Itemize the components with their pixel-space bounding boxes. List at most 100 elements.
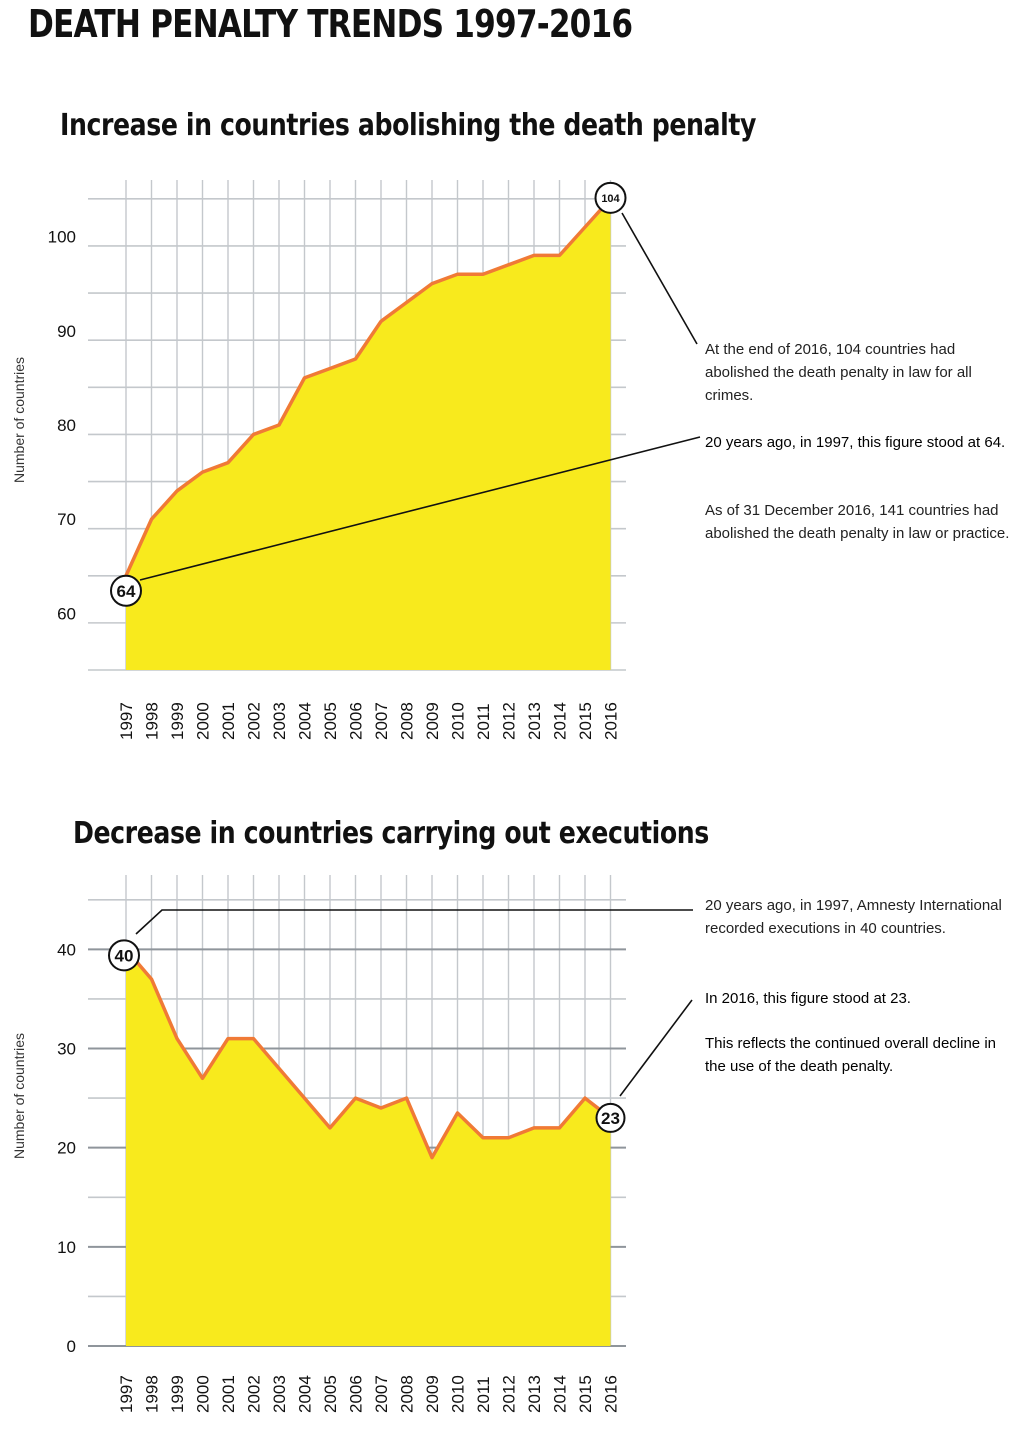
chart1-data-point (481, 272, 485, 276)
chart2-data-point (456, 1111, 460, 1115)
chart1-ytick-label: 100 (48, 228, 76, 247)
chart1-xtick-label: 2001 (219, 702, 238, 740)
chart2-data-point (328, 1126, 332, 1130)
chart2-ytick-label: 20 (57, 1139, 76, 1158)
chart2-xtick-label: 2001 (219, 1375, 238, 1413)
chart2-data-point (405, 1096, 409, 1100)
chart2-xtick-label: 2006 (347, 1375, 366, 1413)
chart1-data-point (558, 253, 562, 257)
chart1-xtick-label: 2010 (449, 702, 468, 740)
chart2-data-point (252, 1037, 256, 1041)
chart2-xtick-label: 2002 (245, 1375, 264, 1413)
chart1-leader-line-end (621, 212, 698, 345)
chart1-data-point (226, 461, 230, 465)
chart1-xtick-label: 2003 (270, 702, 289, 740)
chart1-data-point (201, 470, 205, 474)
chart2-data-point (150, 977, 154, 981)
chart2-annotation-end: In 2016, this figure stood at 23. (705, 990, 911, 1007)
chart1-start-marker (110, 574, 142, 607)
chart2-xtick-label: 2004 (296, 1375, 315, 1413)
chart1-data-point (252, 432, 256, 436)
chart2-end-marker-label: 23 (601, 1109, 620, 1128)
chart1-xtick-label: 2013 (525, 702, 544, 740)
chart2-data-point (277, 1066, 281, 1070)
chart1-xtick-label: 2016 (602, 702, 621, 740)
chart2-xtick-label: 2008 (398, 1375, 417, 1413)
chart1-data-point (379, 319, 383, 323)
chart1-annotation-practice: As of 31 December 2016, 141 countries ha… (705, 502, 1010, 542)
chart2-title: Decrease in countries carrying out execu… (73, 816, 709, 851)
chart1-start-marker-label: 64 (117, 582, 136, 601)
chart1-xtick-label: 2000 (194, 702, 213, 740)
chart2-start-marker-label: 40 (115, 946, 134, 965)
chart2-data-point (226, 1037, 230, 1041)
chart1-xtick-label: 2008 (398, 702, 417, 740)
chart2-xtick-label: 1998 (143, 1375, 162, 1413)
chart1-ytick-label: 80 (57, 416, 76, 435)
chart2-ytick-label: 0 (67, 1337, 76, 1356)
chart2-annotation-decline: This reflects the continued overall decl… (705, 1035, 996, 1075)
chart1-yaxis-title: Number of countries (11, 357, 27, 483)
chart2-xtick-label: 2013 (525, 1375, 544, 1413)
chart2-data-point (532, 1126, 536, 1130)
chart1-ytick-label: 60 (57, 604, 76, 623)
chart1-annotation-end: At the end of 2016, 104 countries had ab… (705, 341, 972, 404)
chart2-end-marker (595, 1102, 626, 1133)
chart1-xtick-label: 2005 (321, 702, 340, 740)
chart2-data-point (507, 1136, 511, 1140)
chart2-data-point (481, 1136, 485, 1140)
chart2-series-line (124, 948, 612, 1160)
chart1-data-point (532, 253, 536, 257)
chart1-end-marker (594, 181, 627, 214)
chart1-xtick-label: 2014 (551, 702, 570, 740)
chart2-data-point (175, 1037, 179, 1041)
chart2-ytick-label: 40 (57, 940, 76, 959)
chart1-ytick-label: 70 (57, 510, 76, 529)
chart2-xtick-label: 2014 (551, 1375, 570, 1413)
chart2-xtick-label: 2007 (372, 1375, 391, 1413)
chart2-xtick-label: 2000 (194, 1375, 213, 1413)
chart1-data-point (507, 263, 511, 267)
chart2-data-point (303, 1096, 307, 1100)
chart1-leader-line-start (139, 436, 701, 581)
chart1-data-point (354, 357, 358, 361)
chart1-title: Increase in countries abolishing the dea… (60, 108, 757, 143)
chart1-data-point (150, 517, 154, 521)
chart2-data-point (430, 1156, 434, 1160)
chart2-xtick-label: 2011 (474, 1376, 493, 1413)
chart2-leader-line-end (619, 999, 693, 1097)
chart2-xtick-label: 2010 (449, 1375, 468, 1413)
chart1-data-point (175, 489, 179, 493)
chart1-ytick-label: 90 (57, 322, 76, 341)
chart1-xtick-label: 2011 (474, 703, 493, 740)
chart2-xtick-label: 2015 (576, 1375, 595, 1413)
chart2-xtick-label: 2016 (602, 1375, 621, 1413)
chart2-xtick-label: 2012 (500, 1375, 519, 1413)
chart1-data-point (583, 225, 587, 229)
page-title: DEATH PENALTY TRENDS 1997-2016 (28, 2, 633, 46)
chart2-yaxis-title: Number of countries (11, 1033, 27, 1159)
chart1-data-point (303, 376, 307, 380)
chart1-data-point (328, 366, 332, 370)
chart1-xtick-label: 1997 (117, 702, 136, 740)
chart1-series-line (124, 197, 612, 577)
chart2-data-point (354, 1096, 358, 1100)
chart1-data-point (430, 282, 434, 286)
chart2-annotation-start: 20 years ago, in 1997, Amnesty Internati… (705, 897, 1002, 937)
chart1-data-point (405, 301, 409, 305)
chart1-xtick-label: 2015 (576, 702, 595, 740)
chart2-leader-line-start (135, 909, 693, 935)
chart1-data-point (277, 423, 281, 427)
chart2-xtick-label: 1999 (168, 1375, 187, 1413)
chart2-ytick-label: 30 (57, 1040, 76, 1059)
chart2-xtick-label: 2003 (270, 1375, 289, 1413)
chart2-ytick-label: 10 (57, 1238, 76, 1257)
chart2-data-point (201, 1076, 205, 1080)
chart1-xtick-label: 1998 (143, 702, 162, 740)
chart1-xtick-label: 1999 (168, 702, 187, 740)
chart1-xtick-label: 2006 (347, 702, 366, 740)
chart1-xtick-label: 2009 (423, 702, 442, 740)
chart2-data-point (583, 1096, 587, 1100)
chart2-data-point (558, 1126, 562, 1130)
